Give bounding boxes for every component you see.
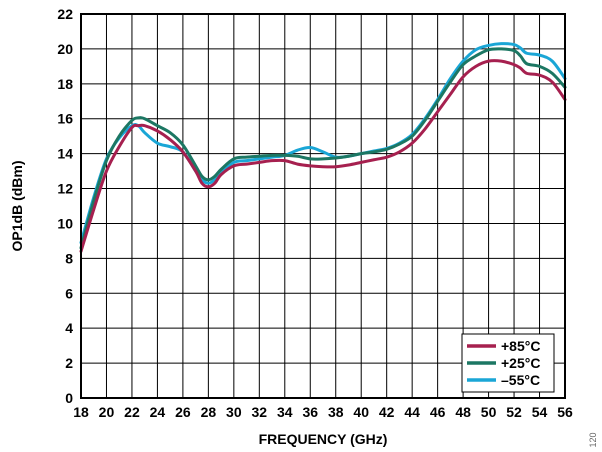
figure-id: 120 (588, 432, 598, 447)
y-tick-label: 12 (57, 181, 73, 197)
legend-label: +85°C (501, 338, 540, 354)
x-axis-label: FREQUENCY (GHz) (259, 431, 388, 447)
x-tick-label: 54 (532, 404, 548, 420)
series-line-1 (79, 47, 567, 250)
x-tick-label: 42 (379, 404, 395, 420)
legend-label: –55°C (501, 372, 540, 388)
x-tick-label: 48 (455, 404, 471, 420)
grid (80, 13, 566, 399)
x-tick-label: 28 (201, 404, 217, 420)
x-tick-label: 44 (404, 404, 420, 420)
y-tick-label: 8 (65, 250, 73, 266)
y-tick-label: 2 (65, 355, 73, 371)
x-tick-label: 22 (124, 404, 140, 420)
y-tick-label: 6 (65, 285, 73, 301)
x-tick-label: 40 (353, 404, 369, 420)
y-tick-label: 16 (57, 111, 73, 127)
y-tick-labels: 0 2 4 6 8 10 12 14 16 18 20 22 (57, 6, 73, 406)
x-tick-labels: 18 20 22 24 26 28 30 32 34 36 38 40 42 44 46 48 50 52 54 56 (73, 404, 573, 420)
y-axis-label: OP1dB (dBm) (9, 161, 25, 252)
x-tick-label: 56 (557, 404, 573, 420)
legend-label: +25°C (501, 355, 540, 371)
y-tick-label: 18 (57, 76, 73, 92)
series-line-2 (79, 42, 567, 245)
plot-border (80, 13, 566, 399)
x-tick-label: 38 (328, 404, 344, 420)
x-tick-label: 20 (99, 404, 115, 420)
y-tick-label: 4 (65, 320, 73, 336)
x-tick-label: 24 (150, 404, 166, 420)
y-tick-label: 20 (57, 41, 73, 57)
x-tick-label: 52 (506, 404, 522, 420)
x-tick-label: 32 (252, 404, 268, 420)
x-tick-label: 26 (175, 404, 191, 420)
x-tick-label: 30 (226, 404, 242, 420)
y-tick-label: 22 (57, 6, 73, 22)
series-line-0 (79, 59, 567, 253)
y-tick-label: 10 (57, 215, 73, 231)
x-tick-label: 50 (481, 404, 497, 420)
x-tick-label: 36 (302, 404, 318, 420)
y-tick-label: 14 (57, 146, 73, 162)
x-tick-label: 18 (73, 404, 89, 420)
y-tick-label: 0 (65, 390, 73, 406)
legend: +85°C+25°C–55°C (461, 333, 555, 393)
series-lines (79, 42, 567, 253)
x-tick-label: 34 (277, 404, 293, 420)
x-tick-label: 46 (430, 404, 446, 420)
